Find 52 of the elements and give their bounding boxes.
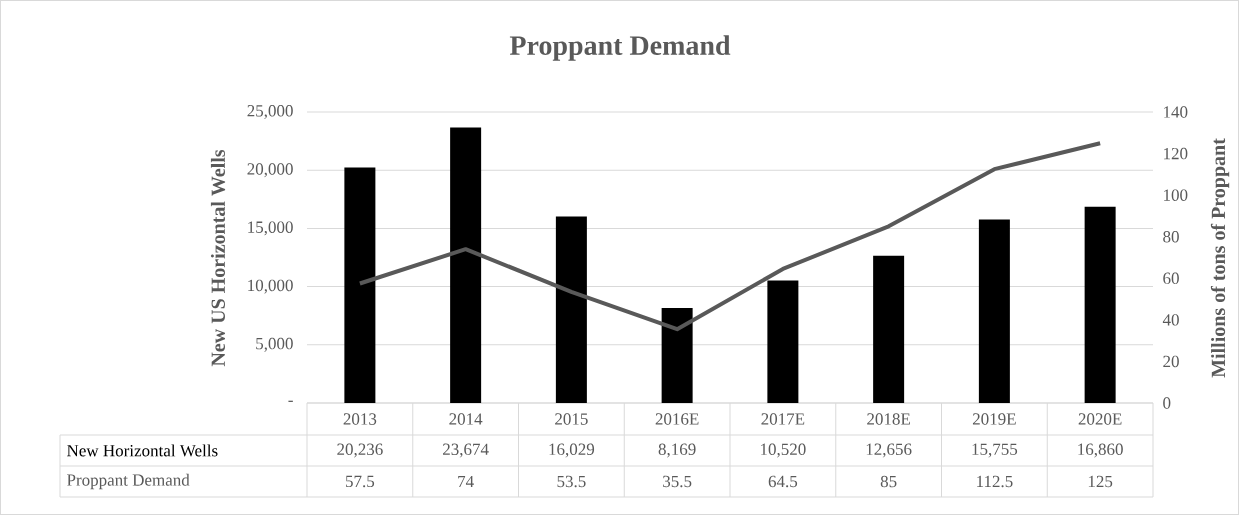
y-tick-label: 25,000 (247, 105, 293, 119)
data-label: 16,029 (549, 443, 595, 458)
x-tick-label: 2016E (655, 413, 699, 425)
data-label: 85 (880, 475, 897, 488)
y2-axis-title: Millions of tons of Proppant (1210, 138, 1230, 378)
x-tick-label: 2017E (761, 413, 805, 425)
y2-tick-label: 120 (1164, 147, 1188, 160)
x-tick-label: 2013 (343, 413, 377, 425)
y-axis-title: New US Horizontal Wells (210, 149, 226, 367)
data-label: 8,169 (658, 443, 696, 458)
x-tick-label: 2015 (555, 413, 588, 425)
x-tick-label: 2018E (867, 413, 910, 425)
y-tick-label: 10,000 (248, 279, 293, 294)
data-label: 125 (1088, 475, 1113, 488)
y2-tick-label: 0 (1163, 397, 1171, 409)
y2-tick-label: 100 (1164, 189, 1188, 201)
data-label: 12,656 (866, 443, 912, 458)
line-series (357, 141, 1103, 332)
data-label: 15,755 (972, 443, 1018, 458)
y-tick-label: - (288, 400, 293, 402)
data-label: 16,860 (1078, 443, 1123, 458)
data-label: 112.5 (977, 475, 1013, 488)
x-tick-label: 2014 (449, 413, 483, 425)
bar (450, 127, 482, 404)
y-tick-label: 5,000 (256, 337, 293, 352)
y-tick-label: 20,000 (247, 163, 293, 178)
data-label: 53.5 (557, 475, 586, 488)
y2-tick-label: 40 (1162, 314, 1179, 326)
data-label: 23,674 (443, 443, 489, 458)
y2-tick-label: 20 (1163, 355, 1179, 368)
text: Proppant Demand (67, 473, 190, 490)
bar (873, 255, 905, 404)
chart-title: Proppant Demand (509, 35, 731, 61)
data-label: 64.5 (768, 475, 798, 488)
data-label: 20,236 (337, 443, 383, 458)
bar (767, 280, 799, 404)
data-label: 74 (458, 475, 474, 488)
data-label: 57.5 (346, 475, 375, 488)
x-tick-label: 2019E (972, 413, 1016, 425)
bar (1084, 206, 1116, 404)
bar (661, 307, 693, 404)
y2-tick-label: 140 (1164, 106, 1188, 118)
x-tick-label: 2020E (1078, 413, 1122, 425)
y-tick-label: 15,000 (248, 221, 293, 236)
bar (555, 216, 587, 404)
y2-tick-label: 80 (1163, 230, 1179, 243)
data-label: 35.5 (663, 475, 692, 488)
bar (344, 167, 376, 404)
data-label: 10,520 (761, 443, 806, 458)
y2-tick-label: 60 (1163, 272, 1179, 285)
bar (978, 219, 1010, 404)
text: New Horizontal Wells (67, 444, 218, 457)
